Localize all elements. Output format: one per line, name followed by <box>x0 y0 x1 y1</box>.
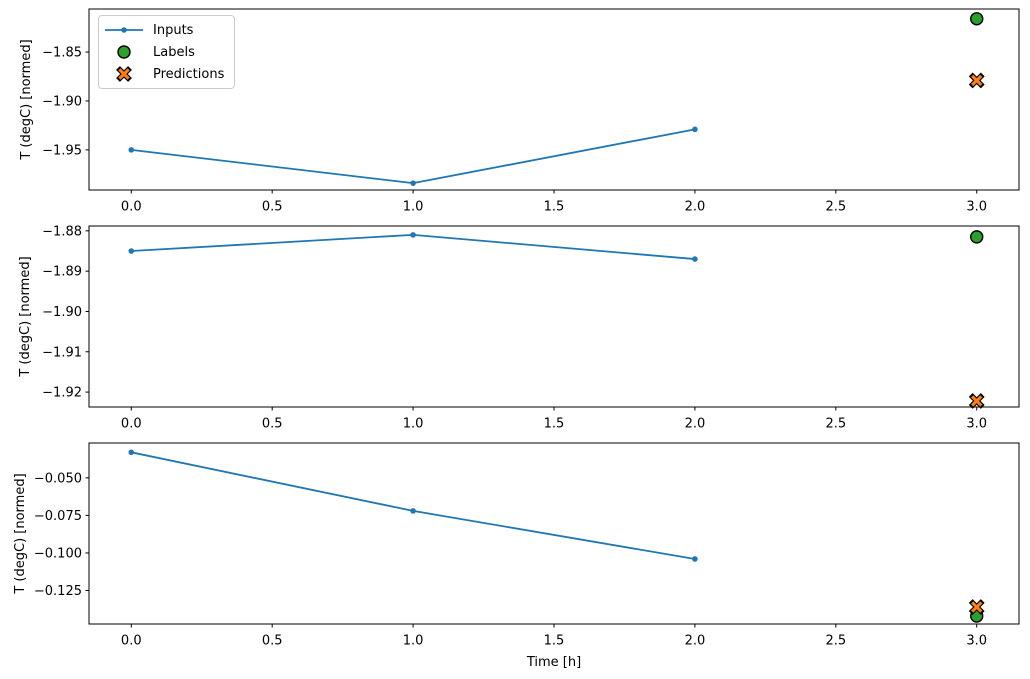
subplot-2: 0.0 0.5 1.0 1.5 2.0 2.5 3.0 −0.050 −0.075 −0.100 −… <box>13 442 1020 670</box>
x-tick-label: 2.5 <box>825 200 846 215</box>
y-tick-label: −1.92 <box>42 386 82 401</box>
x-tick-label: 3.0 <box>966 417 987 432</box>
subplot-1: 0.0 0.5 1.0 1.5 2.0 2.5 3.0 −1.88 −1.89 −1.90 −1.9… <box>18 224 1020 432</box>
legend-item-predictions: Predictions <box>103 63 224 85</box>
x-tick-label: 0.0 <box>121 634 142 649</box>
inputs-line <box>131 233 695 260</box>
x-tick-label: 2.0 <box>685 200 706 215</box>
y-tick-label: −0.075 <box>34 509 82 524</box>
marker-fill <box>971 74 983 87</box>
inputs-point <box>692 556 698 562</box>
y-tick-label: −1.91 <box>42 345 82 360</box>
x-tick-label: 3.0 <box>966 634 987 649</box>
predictions-x-icon <box>116 66 132 82</box>
labels-circle-icon <box>117 45 131 59</box>
legend: Inputs Labels Predictions <box>98 15 236 89</box>
x-tick-label: 0.5 <box>262 200 283 215</box>
inputs-point <box>410 508 416 514</box>
x-tick-label: 1.0 <box>403 200 424 215</box>
y-tick-label: −0.125 <box>34 584 82 599</box>
predictions-marker <box>968 72 985 89</box>
x-tick-label: 1.0 <box>403 634 424 649</box>
inputs-line <box>131 451 696 560</box>
legend-label-inputs: Inputs <box>153 22 194 38</box>
marker-fill <box>118 68 130 80</box>
labels-marker <box>970 230 984 244</box>
legend-item-inputs: Inputs <box>103 19 224 41</box>
inputs-line-icon <box>105 27 143 33</box>
marker-fill <box>971 395 983 407</box>
x-tick-label: 0.0 <box>121 200 142 215</box>
y-tick-label: −1.85 <box>42 46 82 61</box>
y-axis-label: T (degC) [normed] <box>19 39 34 160</box>
x-tick-label: 2.0 <box>685 417 706 432</box>
x-tick-label: 1.5 <box>544 634 565 649</box>
inputs-point <box>410 180 416 186</box>
inputs-point <box>692 126 698 133</box>
inputs-line <box>131 128 696 185</box>
legend-dot <box>121 27 127 33</box>
x-tick-label: 0.5 <box>262 634 283 649</box>
marker-fill <box>971 601 983 613</box>
x-tick-label: 3.0 <box>966 200 987 215</box>
legend-label-predictions: Predictions <box>153 66 225 82</box>
axes-frame <box>88 225 1020 408</box>
inputs-point <box>692 256 698 262</box>
subplot-0: 0.0 0.5 1.0 1.5 2.0 2.5 3.0 −1.85 −1.90 −1.95 T (d… <box>19 8 1020 215</box>
inputs-point <box>128 449 135 456</box>
x-tick-label: 2.5 <box>825 417 846 432</box>
x-tick-label: 2.0 <box>685 634 706 649</box>
x-tick-label: 2.5 <box>825 634 846 649</box>
x-tick-label: 0.5 <box>262 417 283 432</box>
legend-label-labels: Labels <box>153 44 195 60</box>
inputs-point <box>128 147 135 153</box>
y-tick-label: −0.050 <box>34 471 82 486</box>
predictions-marker <box>968 599 985 615</box>
y-tick-label: −1.88 <box>42 224 82 239</box>
labels-marker <box>970 12 984 26</box>
x-tick-label: 1.5 <box>544 200 565 215</box>
legend-circle <box>117 45 131 59</box>
x-tick-label: 1.0 <box>403 417 424 432</box>
y-axis-label: T (degC) [normed] <box>13 473 28 594</box>
axes-frame <box>88 442 1020 625</box>
x-axis-label: Time [h] <box>526 655 581 670</box>
y-tick-label: −1.95 <box>42 143 82 158</box>
y-tick-label: −1.90 <box>42 94 82 109</box>
inputs-point <box>410 232 416 238</box>
legend-x <box>116 66 132 82</box>
x-tick-label: 0.0 <box>121 417 142 432</box>
y-tick-label: −0.100 <box>34 546 82 561</box>
y-tick-label: −1.89 <box>42 265 82 280</box>
y-axis-label: T (degC) [normed] <box>18 256 33 377</box>
legend-item-labels: Labels <box>103 41 224 63</box>
predictions-marker <box>968 393 985 409</box>
x-tick-label: 1.5 <box>544 417 565 432</box>
y-tick-label: −1.90 <box>42 305 82 320</box>
inputs-point <box>128 248 135 254</box>
